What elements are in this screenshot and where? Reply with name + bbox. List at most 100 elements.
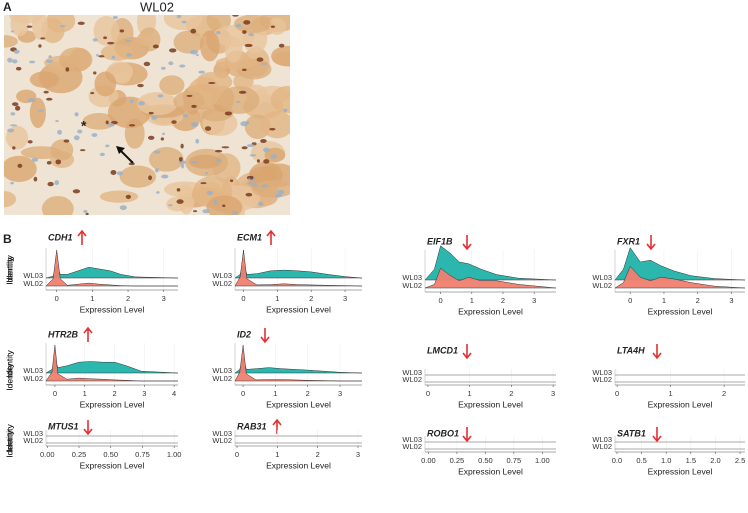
x-tick-label: 1 [669, 389, 673, 398]
y-tick-label: WL02 [212, 436, 232, 445]
histology-image [4, 15, 290, 215]
nucleus [252, 184, 258, 188]
direction-arrow [652, 344, 662, 360]
nucleus [110, 170, 117, 175]
nucleus [256, 57, 264, 62]
x-tick-label: 3 [729, 296, 733, 305]
nucleus [182, 114, 189, 118]
y-tick-label: WL02 [402, 375, 422, 384]
nucleus [168, 61, 174, 66]
nucleus [7, 57, 13, 63]
nucleus [80, 149, 86, 152]
density-ridge [234, 249, 363, 287]
nucleus [143, 61, 151, 67]
cell-cluster [270, 85, 290, 114]
density-ridge [424, 245, 557, 281]
nucleus [258, 201, 264, 207]
nucleus [256, 159, 260, 163]
nucleus [46, 97, 53, 101]
y-tick-label: WL02 [23, 279, 43, 288]
nucleus [190, 28, 197, 34]
x-tick-label: 0 [439, 296, 443, 305]
x-axis-title: Expression Level [80, 460, 145, 470]
nucleus [15, 66, 22, 71]
nucleus [153, 150, 161, 154]
cell-cluster [219, 86, 260, 114]
x-axis-title: Expression Level [648, 466, 713, 476]
nucleus [161, 66, 166, 70]
x-tick-label: 0 [55, 294, 59, 303]
nucleus [15, 105, 21, 111]
nucleus [55, 119, 59, 123]
nucleus [116, 171, 124, 176]
nucleus [213, 199, 218, 205]
nucleus [243, 20, 251, 25]
nucleus [176, 188, 181, 192]
gene-title: LMCD1 [427, 345, 458, 355]
x-axis-title: Expression Level [80, 399, 145, 409]
cell-cluster [200, 30, 220, 62]
x-tick-label: 0 [426, 389, 430, 398]
x-tick-label: 1.00 [167, 450, 182, 459]
nucleus [260, 62, 267, 65]
nucleus [261, 184, 269, 188]
nucleus [198, 70, 206, 74]
nucleus [214, 149, 223, 153]
x-tick-label: 3 [532, 296, 536, 305]
x-axis-title: Expression Level [80, 304, 145, 314]
nucleus [168, 204, 173, 207]
nucleus [33, 176, 38, 182]
nucleus [208, 82, 216, 85]
direction-arrow [83, 420, 93, 436]
x-tick-label: 2.0 [710, 456, 720, 465]
nucleus [128, 124, 136, 127]
y-axis-title: Identity [4, 424, 14, 452]
y-axis-title: Identity [4, 257, 14, 285]
nucleus [190, 49, 198, 55]
x-tick-label: 0.0 [612, 456, 622, 465]
x-axis-title: Expression Level [266, 460, 331, 470]
nucleus [176, 199, 184, 204]
nucleus [128, 162, 135, 166]
x-axis-title: Expression Level [648, 306, 713, 316]
x-tick-label: 3 [551, 389, 555, 398]
density-ridge [234, 262, 363, 279]
x-axis-title: Expression Level [266, 399, 331, 409]
cell-cluster [119, 165, 157, 188]
y-axis-title: Identity [4, 430, 14, 458]
nucleus [148, 175, 153, 181]
nucleus [246, 182, 253, 185]
nucleus [9, 124, 18, 127]
nucleus [125, 194, 131, 199]
nucleus [238, 90, 247, 94]
y-tick-label: WL03 [23, 429, 43, 438]
x-tick-label: 2 [306, 389, 310, 398]
nucleus [178, 157, 183, 162]
nucleus [111, 55, 116, 60]
y-tick-label: WL02 [402, 442, 422, 451]
x-tick-label: 0 [628, 296, 632, 305]
density-ridge [234, 356, 363, 374]
nucleus [232, 210, 239, 215]
nucleus [270, 25, 276, 29]
direction-arrow [462, 427, 472, 443]
x-tick-label: 0.00 [421, 456, 436, 465]
panel-label: A [3, 0, 12, 14]
nucleus [222, 204, 226, 208]
cell-cluster [166, 196, 188, 212]
nucleus [31, 157, 39, 162]
nucleus [77, 129, 83, 134]
direction-arrow [652, 427, 662, 443]
y-axis-title: Identity [4, 350, 14, 378]
y-tick-label: WL03 [402, 435, 422, 444]
nucleus [154, 168, 159, 173]
y-tick-label: WL02 [212, 374, 232, 383]
density-ridge [234, 344, 362, 382]
cell-cluster [4, 35, 18, 48]
nucleus [186, 94, 193, 97]
x-tick-label: 2 [722, 389, 726, 398]
nucleus [55, 159, 62, 165]
x-tick-label: 1 [83, 389, 87, 398]
gene-title: MTUS1 [48, 421, 79, 431]
nucleus [244, 43, 253, 48]
